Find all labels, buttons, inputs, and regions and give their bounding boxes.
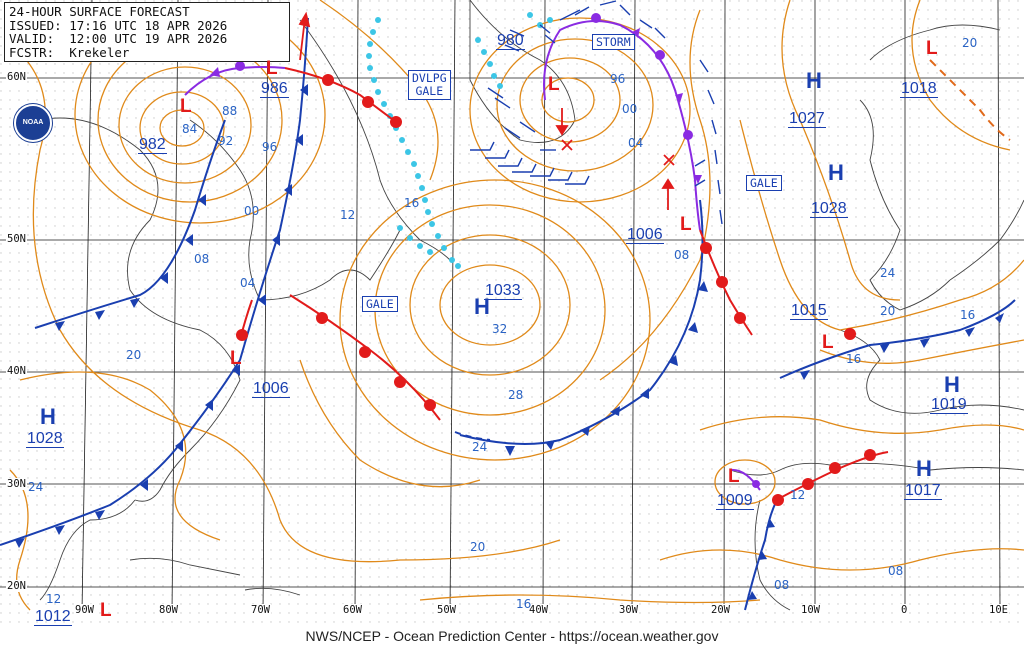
isobar-label: 12 (46, 592, 62, 606)
lat-label-50n: 50N (6, 233, 27, 245)
isobar-label: 08 (888, 564, 904, 578)
center-pressure: 1017 (904, 482, 942, 500)
isobar-label: 08 (674, 248, 690, 262)
lat-label-60n: 60N (6, 71, 27, 83)
high-symbol: H (806, 68, 822, 93)
isobars (4, 0, 1024, 611)
isobar-label: 16 (960, 308, 976, 322)
center-pressure: 982 (138, 136, 167, 154)
isobar-label: 16 (404, 196, 420, 210)
lon-label-40w: 40W (528, 604, 549, 616)
isobar-label: 28 (508, 388, 524, 402)
low-symbol: L (822, 332, 834, 353)
isobar-label: 96 (262, 140, 278, 154)
isobar-label: 08 (774, 578, 790, 592)
gale-warning-box: GALE (362, 296, 398, 312)
lon-label-30w: 30W (618, 604, 639, 616)
low-symbol: L (728, 466, 740, 487)
center-pressure: 1012 (34, 608, 72, 626)
center-pressure: 980 (496, 32, 525, 50)
isobar-label: 20 (126, 348, 142, 362)
center-pressure: 1018 (900, 80, 938, 98)
high-symbol: H (944, 372, 960, 397)
low-symbol: L (680, 214, 692, 235)
isobar-label: 12 (790, 488, 806, 502)
forecast-header: 24-HOUR SURFACE FORECAST ISSUED: 17:16 U… (4, 2, 290, 63)
center-pressure: 986 (260, 80, 289, 98)
isobar-label: 96 (610, 72, 626, 86)
lon-label-20w: 20W (710, 604, 731, 616)
isobar-label: 08 (194, 252, 210, 266)
lon-label-50w: 50W (436, 604, 457, 616)
developing-gale-box: DVLPG GALE (408, 70, 451, 100)
noaa-logo: NOAA (14, 104, 52, 142)
low-symbol: L (926, 38, 938, 59)
lat-label-30n: 30N (6, 478, 27, 490)
trough-line (366, 12, 553, 269)
isobar-label: 16 (846, 352, 862, 366)
isobar-label: 32 (492, 322, 508, 336)
lon-label-0: 0 (900, 604, 909, 616)
center-pressure: 1028 (26, 430, 64, 448)
center-pressure: 1019 (930, 396, 968, 414)
lat-label-20n: 20N (6, 580, 27, 592)
isobar-label: 00 (244, 204, 260, 218)
isobar-label: 92 (218, 134, 234, 148)
isobar-label: 16 (516, 597, 532, 611)
center-pressure: 1006 (252, 380, 290, 398)
occluded-symbols (210, 13, 760, 488)
center-pressure: 1009 (716, 492, 754, 510)
ridge-line (929, 59, 1011, 141)
low-symbol: L (100, 600, 112, 621)
isobar-label: 20 (470, 540, 486, 554)
lon-label-60w: 60W (342, 604, 363, 616)
low-symbol: L (266, 58, 278, 79)
cold-front-triangles (15, 84, 1004, 600)
isobar-label: 84 (182, 122, 198, 136)
lat-label-40n: 40N (6, 365, 27, 377)
high-symbol: H (916, 456, 932, 481)
center-pressure: 1027 (788, 110, 826, 128)
storm-track-arrows (298, 11, 675, 210)
low-symbol: L (230, 348, 242, 369)
isobar-label: 88 (222, 104, 238, 118)
center-pressure: 1028 (810, 200, 848, 218)
isobar-label: 04 (240, 276, 256, 290)
gale-warning-box: GALE (746, 175, 782, 191)
isobar-label: 24 (472, 440, 488, 454)
isobar-label: 00 (622, 102, 638, 116)
lon-label-10w: 10W (800, 604, 821, 616)
lon-label-80w: 80W (158, 604, 179, 616)
high-symbol: H (474, 294, 490, 319)
center-pressure: 1015 (790, 302, 828, 320)
isobar-label: 04 (628, 136, 644, 150)
trough-dashed-blue (454, 431, 491, 441)
footer-credit: NWS/NCEP - Ocean Prediction Center - htt… (0, 626, 1024, 652)
low-symbol: L (180, 96, 192, 117)
header-issued: ISSUED: 17:16 UTC 18 APR 2026 (9, 17, 228, 33)
high-symbol: H (40, 404, 56, 429)
wind-barbs (470, 0, 723, 225)
isobar-label: 20 (962, 36, 978, 50)
center-pressure: 1006 (626, 226, 664, 244)
cold-fronts (0, 17, 1016, 611)
isobar-label: 24 (28, 480, 44, 494)
warm-front-semicircles (236, 74, 876, 506)
isobar-label: 12 (340, 208, 356, 222)
lon-label-70w: 70W (250, 604, 271, 616)
header-forecaster: FCSTR: Krekeler (9, 44, 130, 60)
isobar-label: 24 (880, 266, 896, 280)
lon-label-90w: 90W (74, 604, 95, 616)
header-title: 24-HOUR SURFACE FORECAST (9, 4, 190, 19)
header-valid: VALID: 12:00 UTC 19 APR 2026 (9, 31, 228, 47)
isobar-label: 20 (880, 304, 896, 318)
lat-lon-grid (0, 0, 1024, 613)
high-symbol: H (828, 160, 844, 185)
storm-warning-box: STORM (592, 34, 635, 50)
low-symbol: L (548, 74, 560, 95)
lon-label-10e: 10E (988, 604, 1009, 616)
center-pressure: 1033 (484, 282, 522, 300)
